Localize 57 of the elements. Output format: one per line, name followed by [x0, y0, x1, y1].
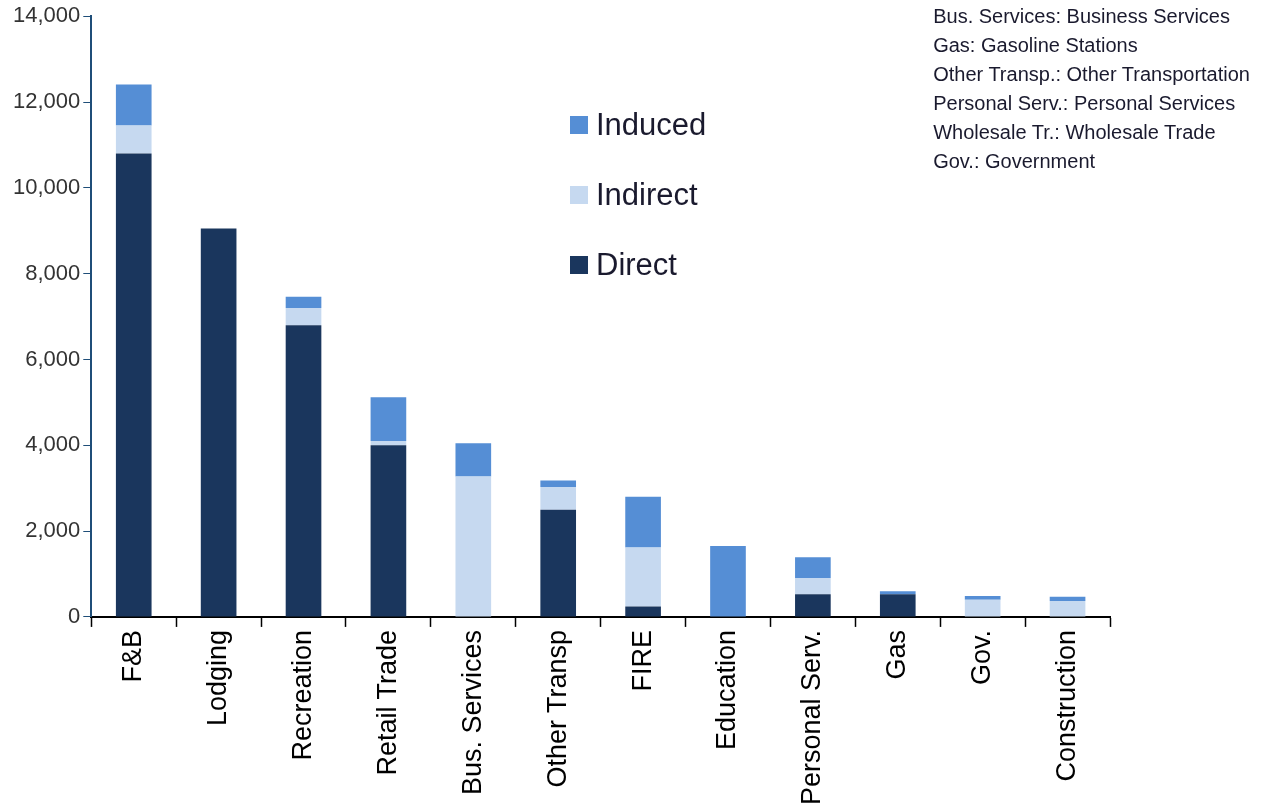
bar — [625, 496, 661, 548]
y-tick-label: 12,000 — [12, 88, 81, 114]
bar — [879, 594, 916, 617]
y-tick-label: 14,000 — [12, 2, 81, 28]
y-tick-label: 6,000 — [25, 345, 81, 371]
annotation: Bus. Services: Business Services — [933, 4, 1231, 29]
x-tick-label: Recreation — [286, 629, 317, 761]
bar — [795, 577, 831, 595]
bar — [625, 547, 661, 607]
x-tick-label: FIRE — [626, 629, 657, 692]
bar — [285, 307, 322, 326]
bar — [964, 599, 1001, 617]
bar — [115, 125, 152, 154]
bar — [115, 84, 152, 126]
y-tick-label: 4,000 — [25, 431, 81, 457]
annotation: Other Transp.: Other Transportation — [933, 62, 1250, 87]
y-tick-label: 2,000 — [25, 517, 81, 543]
bar — [540, 509, 577, 617]
x-tick-label: Construction — [1051, 629, 1082, 782]
annotation: Gov.: Government — [933, 149, 1097, 174]
x-tick-label: Lodging — [202, 629, 233, 727]
annotation: Personal Serv.: Personal Services — [933, 91, 1237, 116]
annotation: Wholesale Tr.: Wholesale Trade — [933, 120, 1217, 145]
bar — [710, 546, 746, 617]
x-tick-label: F&B — [117, 629, 148, 683]
bar — [879, 591, 916, 595]
legend-label: Indirect — [595, 176, 699, 214]
bar — [370, 441, 407, 446]
bar — [455, 476, 492, 617]
bar — [285, 325, 322, 617]
annotation: Gas: Gasoline Stations — [933, 33, 1139, 58]
x-tick-label: Retail Trade — [371, 629, 402, 776]
bar — [540, 486, 577, 510]
x-tick-label: Gas — [881, 629, 912, 680]
bar — [285, 296, 322, 308]
bar — [1049, 596, 1086, 602]
bar — [455, 443, 492, 477]
bar — [115, 153, 152, 617]
legend-label: Induced — [595, 106, 707, 144]
bar — [625, 606, 661, 617]
y-tick-label: 10,000 — [12, 173, 81, 199]
bar — [795, 557, 831, 578]
y-tick-label: 8,000 — [25, 259, 81, 285]
bar — [200, 228, 237, 617]
bar — [370, 397, 407, 441]
bar — [1049, 601, 1086, 617]
y-tick-label: 0 — [68, 602, 81, 628]
bar — [964, 595, 1001, 600]
x-tick-label: Bus. Services — [456, 629, 487, 795]
bar — [540, 480, 577, 487]
bar — [795, 594, 831, 617]
x-tick-label: Gov. — [966, 629, 997, 685]
legend-label: Direct — [595, 246, 678, 284]
x-tick-label: Other Transp — [541, 629, 572, 788]
bar — [370, 445, 407, 617]
x-tick-label: Personal Serv. — [796, 629, 827, 805]
x-tick-label: Education — [711, 629, 742, 751]
